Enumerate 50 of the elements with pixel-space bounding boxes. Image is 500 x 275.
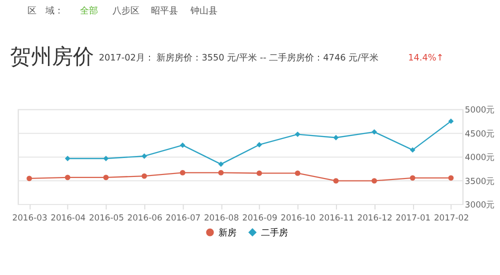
point [294, 132, 300, 138]
chart-title: 贺州房价 [10, 44, 94, 69]
x-tick-label: 2016-04 [50, 212, 86, 222]
text: 八步区 [112, 5, 140, 16]
point [218, 161, 224, 167]
x-tick-label: 2016-11 [318, 212, 354, 222]
point [372, 178, 377, 184]
y-tick-label: 4000元 [464, 152, 494, 162]
y-tick-label: 4500元 [464, 128, 494, 138]
point [142, 153, 147, 159]
point [218, 170, 224, 176]
x-tick-label: 2016-10 [280, 212, 316, 222]
y-tick-label: 3000元 [464, 199, 494, 210]
x-tick-label: 2016-05 [88, 212, 124, 222]
point [333, 178, 339, 184]
x-tick-label: 2017-02 [434, 212, 469, 222]
point [142, 173, 147, 179]
point [103, 156, 109, 162]
y-tick-label: 3500元 [464, 176, 494, 186]
point [180, 142, 186, 148]
point [448, 118, 454, 124]
text: 14.4%↑ [408, 54, 444, 64]
legend-label: 新房 [218, 227, 236, 238]
x-tick-label: 2016-09 [242, 212, 278, 222]
point [256, 142, 262, 148]
point [333, 134, 339, 140]
text: 昭平县 [151, 5, 178, 16]
point [448, 175, 454, 181]
point [294, 170, 300, 176]
x-tick-label: 2016-08 [204, 212, 239, 222]
text: 全部 [80, 5, 98, 16]
point [26, 176, 32, 182]
point [410, 175, 416, 181]
point [64, 156, 70, 162]
x-tick-label: 2016-06 [127, 212, 162, 222]
point [372, 129, 377, 135]
point [256, 170, 262, 176]
text: 区 域： [28, 5, 64, 16]
chart-subtitle: 2017-02月： 新房房价：3550 元/平米 -- 二手房房价：4746 元/平米 [98, 52, 379, 64]
x-tick-label: 2016-07 [166, 212, 201, 222]
text: 钟山县 [190, 5, 218, 16]
x-tick-label: 2017-01 [396, 212, 431, 222]
y-tick-label: 5000元 [464, 104, 494, 115]
x-tick-label: 2016-03 [12, 212, 48, 222]
point [103, 174, 109, 180]
legend-label: 二手房 [260, 227, 288, 238]
point [410, 147, 416, 153]
x-tick-label: 2016-12 [357, 212, 392, 222]
point [64, 174, 70, 180]
point [180, 170, 186, 176]
